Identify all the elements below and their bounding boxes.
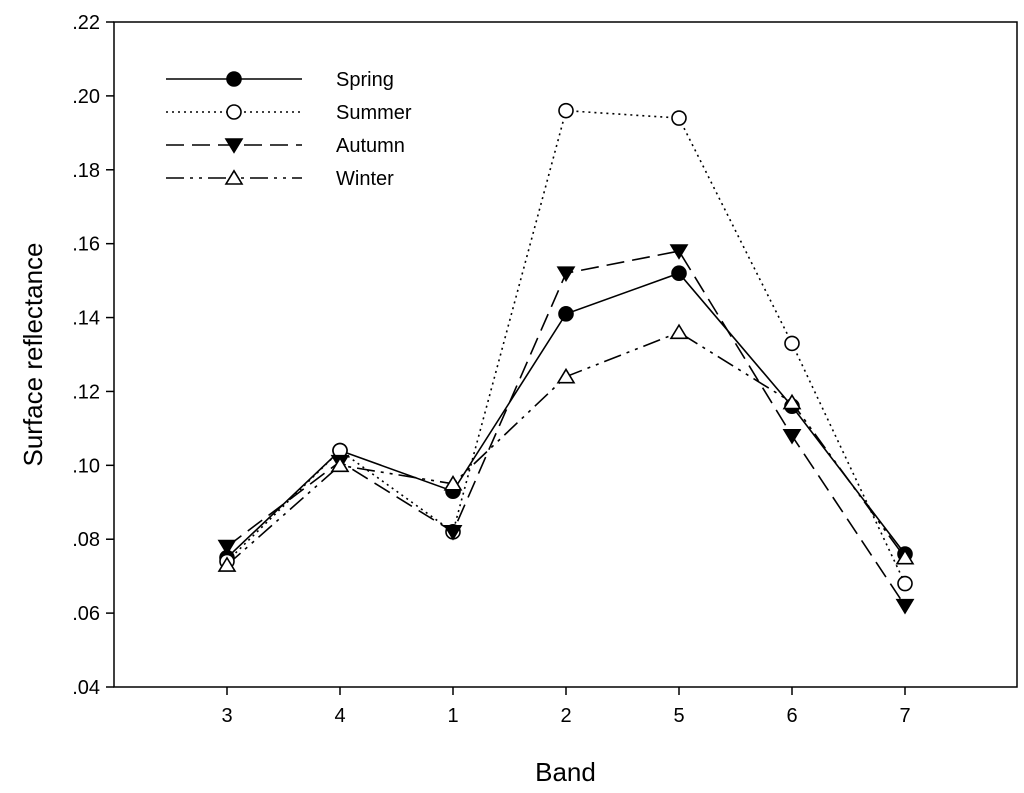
data-point-autumn (217, 539, 237, 556)
series-markers-summer (219, 102, 913, 592)
legend: Spring Summer Autumn Winter (166, 69, 412, 190)
x-tick-label: 7 (899, 705, 910, 727)
x-tick-label: 6 (786, 705, 797, 727)
series-line-autumn (226, 250, 906, 607)
legend-label-spring: Spring (336, 69, 394, 91)
data-point-winter (217, 556, 237, 572)
data-point-autumn (782, 428, 802, 445)
y-tick-label: .04 (72, 677, 100, 699)
data-point-winter (895, 548, 915, 565)
legend-item-autumn: Autumn (166, 135, 405, 157)
x-tick-label: 5 (673, 705, 684, 727)
legend-label-autumn: Autumn (336, 135, 405, 157)
data-point-winter (443, 475, 463, 491)
x-tick-label: 1 (447, 705, 458, 727)
x-tick-label: 4 (334, 705, 345, 727)
legend-item-summer: Summer (166, 102, 412, 124)
y-axis: .04 .06 .08 .10 .12 .14 .16 .18 .20 .22 (72, 12, 114, 699)
series-layer (217, 102, 915, 615)
data-point-autumn (443, 525, 463, 541)
y-tick-label: .06 (72, 603, 100, 625)
data-point-winter (669, 323, 689, 340)
y-axis-title: Surface reflectance (18, 242, 48, 466)
data-point-autumn (895, 598, 915, 615)
series-markers-spring (219, 265, 913, 566)
y-tick-label: .10 (72, 455, 100, 477)
legend-item-winter: Winter (166, 168, 394, 190)
y-tick-label: .12 (72, 381, 100, 403)
series-summer (226, 109, 906, 584)
y-tick-label: .18 (72, 160, 100, 182)
legend-label-winter: Winter (336, 168, 394, 190)
legend-marker-autumn (224, 138, 244, 154)
data-point-winter (330, 456, 350, 473)
y-tick-label: .20 (72, 86, 100, 108)
data-point-winter (782, 393, 802, 410)
series-winter (226, 331, 906, 566)
y-tick-label: .08 (72, 529, 100, 551)
series-markers-winter (217, 323, 915, 572)
data-point-summer (784, 335, 800, 352)
series-autumn (226, 250, 906, 607)
legend-marker-winter (224, 169, 244, 185)
data-point-winter (556, 367, 576, 384)
data-point-autumn (669, 244, 689, 260)
data-point-summer (671, 110, 687, 126)
legend-marker-summer (226, 104, 242, 120)
legend-label-summer: Summer (336, 102, 412, 124)
x-tick-label: 3 (221, 705, 232, 727)
series-line-winter (226, 331, 906, 566)
legend-item-spring: Spring (166, 69, 394, 91)
data-point-spring (558, 306, 574, 322)
y-tick-label: .22 (72, 12, 100, 34)
x-axis: 3 4 1 2 5 6 7 (221, 687, 911, 727)
x-tick-label: 2 (560, 705, 571, 727)
plot-area-frame (113, 21, 1018, 688)
data-point-summer (897, 575, 913, 592)
x-axis-title: Band (535, 757, 596, 787)
y-tick-label: .16 (72, 234, 100, 256)
series-line-summer (226, 109, 906, 584)
data-point-spring (671, 265, 687, 282)
data-point-autumn (556, 266, 576, 282)
data-point-summer (558, 102, 574, 119)
legend-marker-spring (226, 71, 242, 87)
y-tick-label: .14 (72, 308, 100, 330)
series-markers-autumn (217, 244, 915, 615)
